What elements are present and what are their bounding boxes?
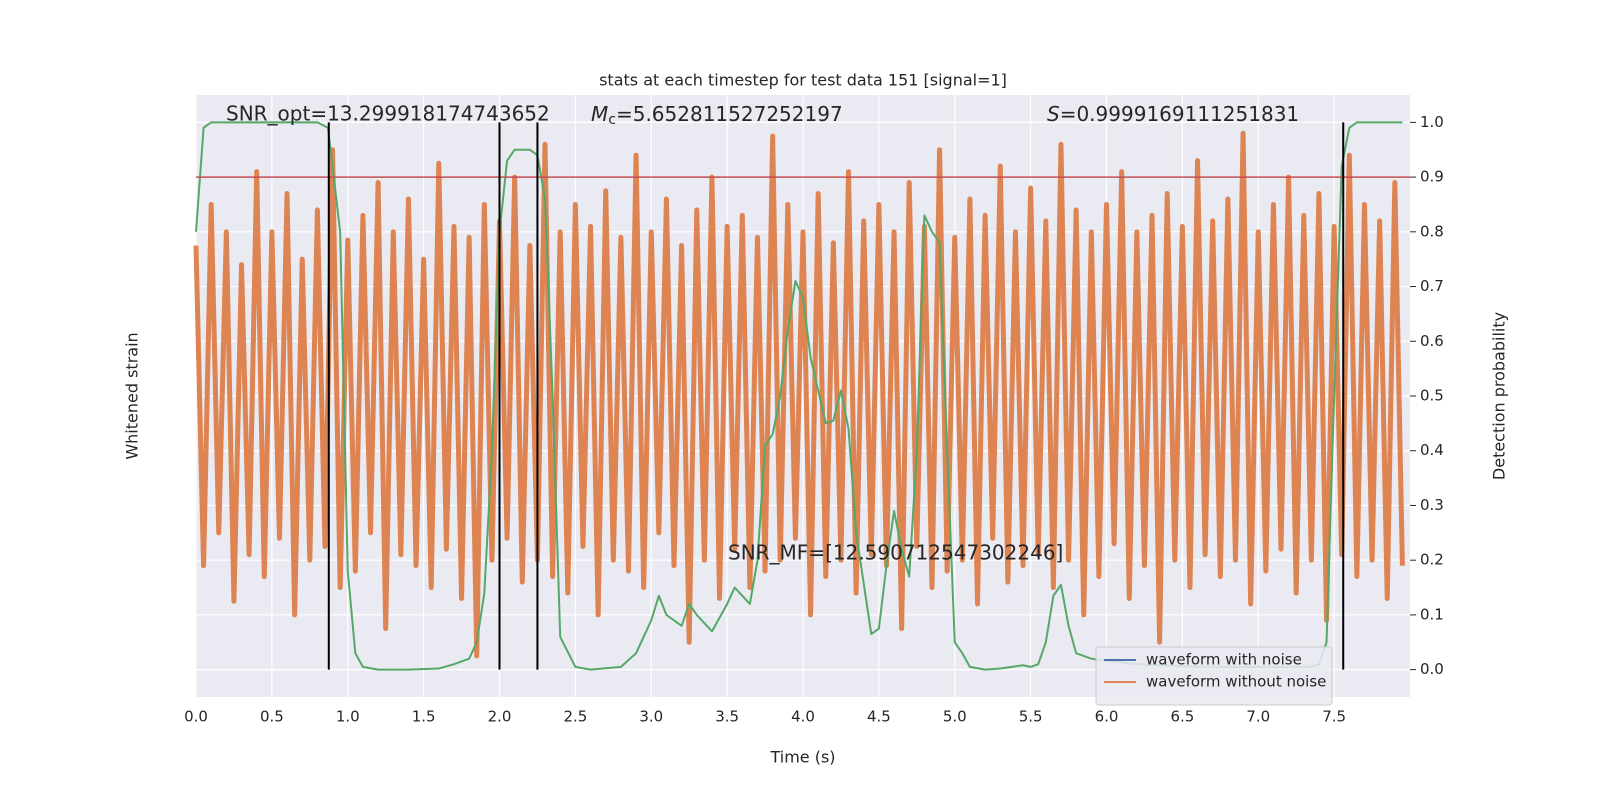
x-tick-label: 7.0 xyxy=(1246,708,1270,726)
y2-tick-label: 0.1 xyxy=(1420,605,1444,623)
line xyxy=(193,130,1405,659)
annotation-text: =5.652811527252197 xyxy=(616,102,843,126)
x-tick-label: 7.5 xyxy=(1322,708,1346,726)
line xyxy=(195,121,1403,671)
annotation: S=0.9999169111251831 xyxy=(1047,102,1299,126)
y2-tick-label: 0.9 xyxy=(1420,168,1444,186)
y2-tick-label: 0.7 xyxy=(1420,277,1444,295)
legend-label: waveform without noise xyxy=(1146,673,1326,691)
y2-tick-label: 0.8 xyxy=(1420,222,1444,240)
chart-title: stats at each timestep for test data 151… xyxy=(599,71,1007,90)
y-axis-label: Whitened strain xyxy=(123,332,142,459)
x-tick-label: 4.5 xyxy=(867,708,891,726)
x-tick-label: 1.5 xyxy=(412,708,436,726)
legend-label: waveform with noise xyxy=(1146,651,1302,669)
x-tick-label: 5.0 xyxy=(943,708,967,726)
annotation: Mc=5.652811527252197 xyxy=(591,102,843,129)
annotation-text: =0.9999169111251831 xyxy=(1060,102,1299,126)
x-tick-label: 1.0 xyxy=(336,708,360,726)
y2-tick-label: 0.4 xyxy=(1420,441,1444,459)
y2-tick-label: 0.6 xyxy=(1420,332,1444,350)
y2-tick-label: 0.2 xyxy=(1420,551,1444,569)
x-tick-label: 6.5 xyxy=(1170,708,1194,726)
x-tick-label: 4.0 xyxy=(791,708,815,726)
annotation: SNR_MF=[12.590712547302246] xyxy=(728,541,1063,565)
x-axis-label: Time (s) xyxy=(769,748,835,767)
x-tick-label: 3.5 xyxy=(715,708,739,726)
legend-box xyxy=(1095,646,1333,706)
x-tick-label: 3.0 xyxy=(639,708,663,726)
y2-tick-label: 0.5 xyxy=(1420,387,1444,405)
y2-axis-label: Detection probability xyxy=(1490,312,1509,480)
x-tick-label: 2.0 xyxy=(488,708,512,726)
y2-tick-label: 1.0 xyxy=(1420,113,1444,131)
x-tick-label: 0.5 xyxy=(260,708,284,726)
annotation-subscript: c xyxy=(608,112,616,128)
legend: waveform with noise waveform without nois… xyxy=(1095,646,1333,706)
lines xyxy=(193,121,1405,671)
overlays xyxy=(196,122,1410,670)
x-tick-label: 5.5 xyxy=(1019,708,1043,726)
annotation-symbol: M xyxy=(591,102,608,126)
annotation-symbol: S xyxy=(1047,102,1060,126)
x-tick-label: 6.0 xyxy=(1095,708,1119,726)
y2-tick-label: 0.3 xyxy=(1420,496,1444,514)
y2-tick-label: 0.0 xyxy=(1420,660,1444,678)
annotation: SNR_opt=13.299918174743652 xyxy=(226,102,550,126)
x-tick-label: 0.0 xyxy=(184,708,208,726)
x-tick-label: 2.5 xyxy=(563,708,587,726)
annotations: SNR_opt=13.299918174743652 Mc=5.65281152… xyxy=(226,102,1299,565)
